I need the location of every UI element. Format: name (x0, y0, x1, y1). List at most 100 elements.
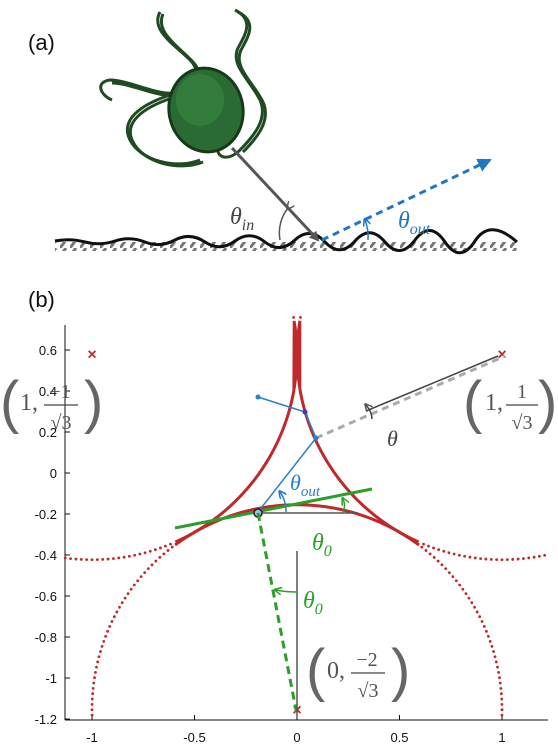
curve-dot (117, 556, 121, 560)
axis-ticks: -1 -0.5 0 0.5 1 0.6 0.4 0.2 0 -0.2 -0.4 -0.6 -0.8 -1 -… (35, 343, 506, 745)
y-tick-label: 0 (50, 466, 57, 481)
curve-dot (106, 629, 110, 633)
curve-dot (500, 703, 504, 706)
path-point-2 (302, 409, 308, 415)
panel-a-label: (a) (28, 30, 55, 55)
curve-dot (500, 697, 504, 701)
curve-dot (96, 660, 100, 664)
svg-text:(: ( (463, 370, 482, 435)
curve-dot (99, 650, 102, 653)
curve-dot (500, 708, 504, 712)
curve-dot (90, 703, 94, 706)
curve-dot (464, 592, 468, 596)
curve-dot (126, 592, 130, 596)
curve-dot (451, 575, 455, 579)
y-tick-label: -0.6 (35, 589, 57, 604)
incoming-arrow (230, 146, 320, 242)
curve-dot (106, 557, 110, 561)
curve-dot (115, 610, 119, 614)
path-point-3 (313, 435, 319, 441)
point-label-left: ( 1, −1 √3 ) (0, 370, 103, 435)
curve-dot (499, 686, 503, 690)
y-tick-label: 0.6 (39, 343, 57, 358)
y-tick-label: -1 (45, 671, 57, 686)
x-tick-label: 1 (498, 730, 505, 745)
curve-dot (91, 692, 95, 696)
curve-dot (484, 557, 488, 561)
curve-dot (422, 542, 425, 546)
curve-dot (162, 552, 166, 556)
curve-dot (133, 553, 137, 557)
svg-text:(: ( (0, 370, 19, 435)
curve-dot (463, 554, 467, 558)
grey-dashed-ray (315, 354, 506, 440)
theta-in-label: θin (230, 204, 254, 234)
bacterium-highlight (176, 74, 224, 126)
svg-text:1,: 1, (485, 390, 503, 416)
curve-dot (63, 556, 67, 560)
grey-reference-line (365, 355, 499, 412)
curve-dot (498, 681, 502, 685)
curve-dot (500, 558, 504, 562)
curve-dot (473, 605, 476, 609)
theta-in-arc (278, 208, 288, 241)
curve-dot (461, 587, 465, 591)
curve-dot (148, 549, 152, 553)
svg-text:): ) (391, 638, 410, 703)
theta-arc-right (366, 405, 372, 420)
theta-out-label: θout (398, 208, 431, 238)
curve-dot (132, 583, 136, 587)
curve-dot (479, 557, 482, 560)
curve-dot (492, 650, 495, 653)
curve-dot (475, 610, 479, 614)
curve-dot (90, 708, 94, 712)
triangle-arc (174, 320, 299, 544)
y-tick-label: 0.4 (39, 384, 57, 399)
x-tick-label: -0.5 (183, 730, 205, 745)
curve-dot (486, 634, 490, 638)
curve-dot (467, 596, 471, 600)
curve-dot (473, 556, 477, 560)
curve-dot (170, 545, 174, 549)
svg-text:(: ( (306, 638, 325, 703)
curve-dot (470, 601, 474, 605)
curve-dot (496, 665, 499, 669)
point-label-bottom: ( 0, −2 √3 ) (306, 638, 410, 703)
center-marker: × (87, 347, 96, 364)
panel-b-label: (b) (28, 287, 55, 312)
curve-dot (136, 579, 140, 583)
svg-text:0,: 0, (327, 658, 345, 684)
x-tick-label: 0 (293, 730, 300, 745)
curve-dot (164, 544, 167, 548)
curve-dot (437, 548, 441, 552)
svg-text:√3: √3 (512, 412, 533, 434)
curve-dot (432, 546, 435, 550)
theta-out-label-b: θout (290, 470, 321, 500)
curve-dot (427, 544, 430, 548)
curve-dot (129, 587, 133, 591)
curve-dot (90, 713, 94, 717)
x-tick-label: 0.5 (390, 730, 408, 745)
svg-text:−1: −1 (49, 381, 70, 403)
curve-dot (101, 558, 105, 561)
curve-dot (505, 558, 509, 562)
normal-dashed (256, 512, 299, 716)
curve-dot (143, 551, 147, 555)
curve-dot (74, 557, 78, 561)
curve-dot (516, 557, 520, 561)
curve-dot (123, 596, 127, 600)
curve-dot (497, 671, 500, 674)
curve-dot (95, 558, 99, 562)
curve-dot (428, 552, 432, 556)
svg-text:√3: √3 (51, 412, 72, 434)
curve-dot (440, 563, 444, 567)
curve-dot (498, 676, 501, 680)
curve-dot (104, 634, 108, 638)
curve-dot (138, 552, 142, 556)
ground-line (54, 228, 518, 255)
curve-dot (537, 554, 541, 558)
triangle-arc (174, 503, 420, 547)
curve-dot (158, 556, 162, 559)
curve-dot (112, 557, 115, 560)
point-label-right: ( 1, 1 √3 ) (463, 370, 557, 435)
